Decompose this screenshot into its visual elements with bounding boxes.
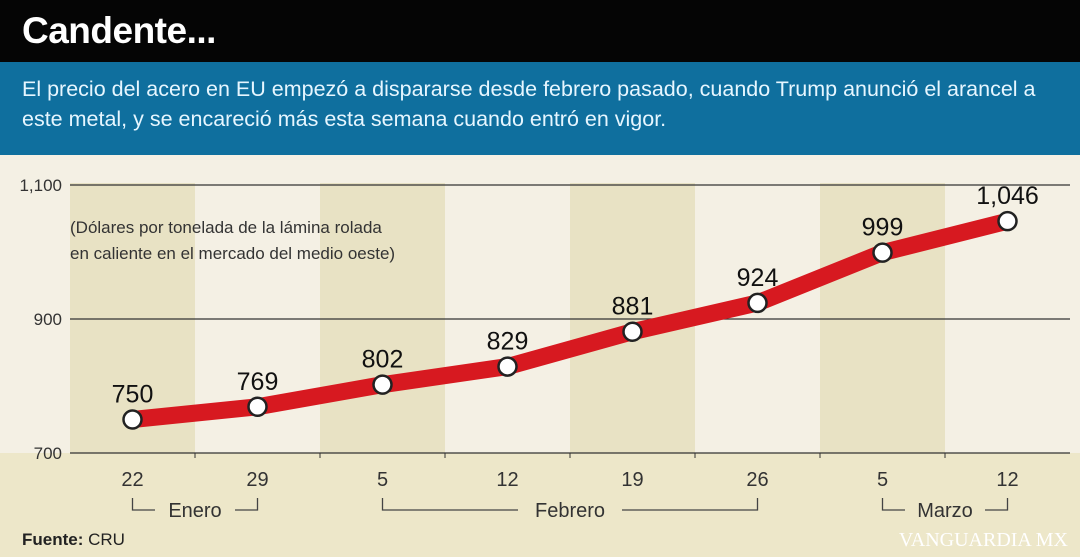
- data-point: [622, 321, 643, 342]
- price-line: [124, 212, 1016, 428]
- title-bar: Candente...: [0, 0, 1080, 62]
- source-label: Fuente:: [22, 530, 84, 549]
- source: Fuente: CRU: [22, 530, 125, 550]
- chart-title: Candente...: [22, 10, 216, 51]
- x-tick-label: 5: [877, 469, 888, 491]
- x-tick-label: 12: [496, 469, 518, 491]
- data-label: 769: [237, 368, 279, 396]
- y-tick-label: 900: [34, 310, 62, 329]
- subtitle: El precio del acero en EU empezó a dispa…: [22, 77, 1036, 131]
- y-tick-label: 700: [34, 444, 62, 463]
- data-point: [997, 210, 1018, 232]
- month-label: Enero: [168, 500, 221, 522]
- subtitle-bar: El precio del acero en EU empezó a dispa…: [0, 62, 1080, 155]
- data-label: 802: [362, 346, 404, 374]
- unit-note: (Dólares por tonelada de la lámina rolad…: [70, 218, 382, 237]
- unit-note: en caliente en el mercado del medio oest…: [70, 244, 395, 263]
- source-value: CRU: [88, 530, 125, 549]
- x-tick-label: 26: [746, 469, 768, 491]
- data-point: [747, 292, 768, 314]
- data-label: 924: [737, 264, 779, 292]
- x-tick-label: 22: [121, 469, 143, 491]
- x-tick-label: 5: [377, 469, 388, 491]
- data-point: [497, 356, 518, 377]
- data-point: [247, 396, 268, 418]
- data-label: 829: [487, 328, 529, 356]
- month-label: Marzo: [917, 500, 973, 522]
- month-label: Febrero: [535, 500, 605, 522]
- data-label: 1,046: [976, 182, 1039, 210]
- month-bracket: [381, 498, 759, 511]
- y-tick-label: 1,100: [19, 176, 62, 195]
- data-label: 881: [612, 293, 654, 321]
- month-bracket: [131, 498, 259, 511]
- x-tick-label: 12: [996, 469, 1018, 491]
- x-tick-label: 19: [621, 469, 643, 491]
- month-bracket: [881, 498, 1009, 511]
- data-point: [122, 409, 143, 430]
- column-band: [320, 183, 445, 453]
- column-band: [820, 183, 945, 453]
- data-label: 999: [862, 214, 904, 242]
- data-label: 750: [112, 381, 154, 409]
- watermark: VANGUARDIA MX: [899, 529, 1069, 551]
- line-chart: 700 900 1,100 (Dólares por tonelada de la l…: [0, 155, 1080, 551]
- x-tick-label: 29: [246, 469, 268, 491]
- data-point: [872, 242, 893, 263]
- data-point: [372, 374, 393, 395]
